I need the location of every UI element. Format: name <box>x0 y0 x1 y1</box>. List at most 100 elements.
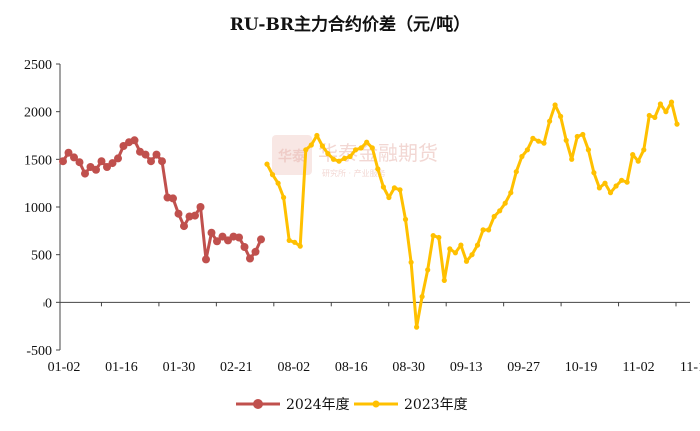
x-axis: 01-02 01-16 01-30 02-21 08-02 08-16 08-30 09-13… <box>43 301 700 375</box>
data-point-2023 <box>330 156 337 162</box>
data-point-2023 <box>657 101 664 107</box>
data-point-2023 <box>364 139 370 145</box>
data-point-2023 <box>275 180 281 186</box>
data-point-2023 <box>325 151 331 157</box>
data-point-2023 <box>652 114 658 120</box>
data-point-2023 <box>419 294 425 300</box>
data-point-2023 <box>558 113 564 119</box>
x-tick-label: 11-02 <box>622 360 654 375</box>
watermark: 华泰 华泰金融期货 研究所 · 产业服务 <box>272 135 438 178</box>
series-line-2023 <box>265 100 679 329</box>
data-point-2023 <box>269 172 276 178</box>
data-point-2023 <box>375 166 381 172</box>
data-point-2023 <box>502 200 508 206</box>
data-point-2023 <box>530 135 536 141</box>
data-point-2023 <box>541 140 547 146</box>
data-point-2023 <box>408 259 414 265</box>
y-tick-label: 0 <box>45 296 52 311</box>
data-point-2024 <box>251 247 260 256</box>
data-point-2023 <box>591 170 597 176</box>
x-tick-label: 08-30 <box>392 360 425 375</box>
y-tick-label: 2000 <box>24 106 52 121</box>
data-point-2024 <box>174 209 183 218</box>
data-point-2023 <box>286 237 292 243</box>
data-point-2023 <box>281 194 287 201</box>
data-point-2024 <box>59 157 67 166</box>
data-point-2023 <box>563 137 569 143</box>
data-point-2023 <box>552 102 558 108</box>
legend-marker-2023 <box>372 400 380 408</box>
data-point-2023 <box>458 242 464 248</box>
x-tick-label: 08-16 <box>335 360 368 375</box>
data-point-2024 <box>207 228 216 237</box>
x-tick-label: 10-19 <box>565 360 598 375</box>
data-point-2024 <box>75 158 84 167</box>
data-point-2023 <box>297 243 303 249</box>
watermark-logo-text: 华泰 <box>278 148 307 165</box>
data-point-2023 <box>497 208 503 214</box>
data-point-2023 <box>663 109 669 115</box>
watermark-logo-icon <box>272 135 312 175</box>
legend: 2024年度 2023年度 <box>236 397 468 413</box>
data-point-2023 <box>342 155 348 161</box>
data-point-2023 <box>602 180 608 186</box>
y-axis: -500 0 500 1000 1500 2000 2500 <box>24 58 61 359</box>
data-point-2023 <box>630 152 636 158</box>
data-point-2024 <box>196 203 205 211</box>
data-point-2023 <box>624 179 630 185</box>
legend-label-2024: 2024年度 <box>286 397 350 413</box>
data-point-2023 <box>480 227 486 233</box>
data-point-2023 <box>646 112 652 119</box>
x-tick-label: 09-13 <box>450 360 483 375</box>
y-tick-label: 2500 <box>24 58 52 73</box>
data-point-2024 <box>158 157 166 166</box>
series-2024 <box>59 136 265 264</box>
x-tick-label: 01-16 <box>105 360 138 375</box>
data-point-2023 <box>574 133 580 140</box>
watermark-subtitle: 研究所 · 产业服务 <box>322 168 386 178</box>
data-point-2023 <box>635 158 641 164</box>
data-point-2023 <box>353 147 359 153</box>
data-point-2023 <box>314 132 320 139</box>
x-tick-label: 08-02 <box>277 360 310 375</box>
x-tick-label: 02-21 <box>220 360 253 375</box>
data-point-2023 <box>430 233 436 239</box>
series-layer <box>59 99 680 330</box>
data-point-2023 <box>607 190 614 196</box>
data-point-2023 <box>447 246 453 252</box>
data-point-2024 <box>240 243 249 251</box>
data-point-2023 <box>535 138 542 144</box>
data-point-2023 <box>674 121 680 127</box>
data-point-2023 <box>508 190 514 196</box>
data-point-2023 <box>463 258 470 264</box>
legend-marker-2024 <box>253 399 263 409</box>
x-tick-label: 11-16 <box>680 360 700 375</box>
data-point-2023 <box>425 267 431 273</box>
data-point-2023 <box>369 145 375 151</box>
series-2023 <box>264 99 680 330</box>
data-point-2023 <box>292 239 298 245</box>
data-point-2023 <box>358 145 364 151</box>
data-point-2024 <box>92 165 100 174</box>
y-tick-label: -500 <box>26 344 52 359</box>
data-point-2023 <box>347 153 353 160</box>
data-point-2024 <box>235 233 243 242</box>
data-point-2023 <box>641 147 647 153</box>
data-point-2023 <box>585 147 592 153</box>
data-point-2024 <box>202 255 210 264</box>
y-tick-label: 1500 <box>24 153 52 168</box>
data-point-2023 <box>319 143 325 149</box>
y-tick-label: 1000 <box>24 201 52 216</box>
data-point-2024 <box>213 237 221 246</box>
data-point-2024 <box>246 254 254 263</box>
data-point-2024 <box>108 159 117 168</box>
data-point-2024 <box>64 148 73 157</box>
data-point-2024 <box>191 211 199 220</box>
x-tick-label: 01-30 <box>163 360 196 375</box>
data-point-2024 <box>130 136 139 145</box>
data-point-2023 <box>491 213 497 220</box>
chart-title: RU-BR主力合约价差（元/吨） <box>230 14 470 35</box>
data-point-2024 <box>152 150 161 159</box>
data-point-2023 <box>596 185 603 191</box>
